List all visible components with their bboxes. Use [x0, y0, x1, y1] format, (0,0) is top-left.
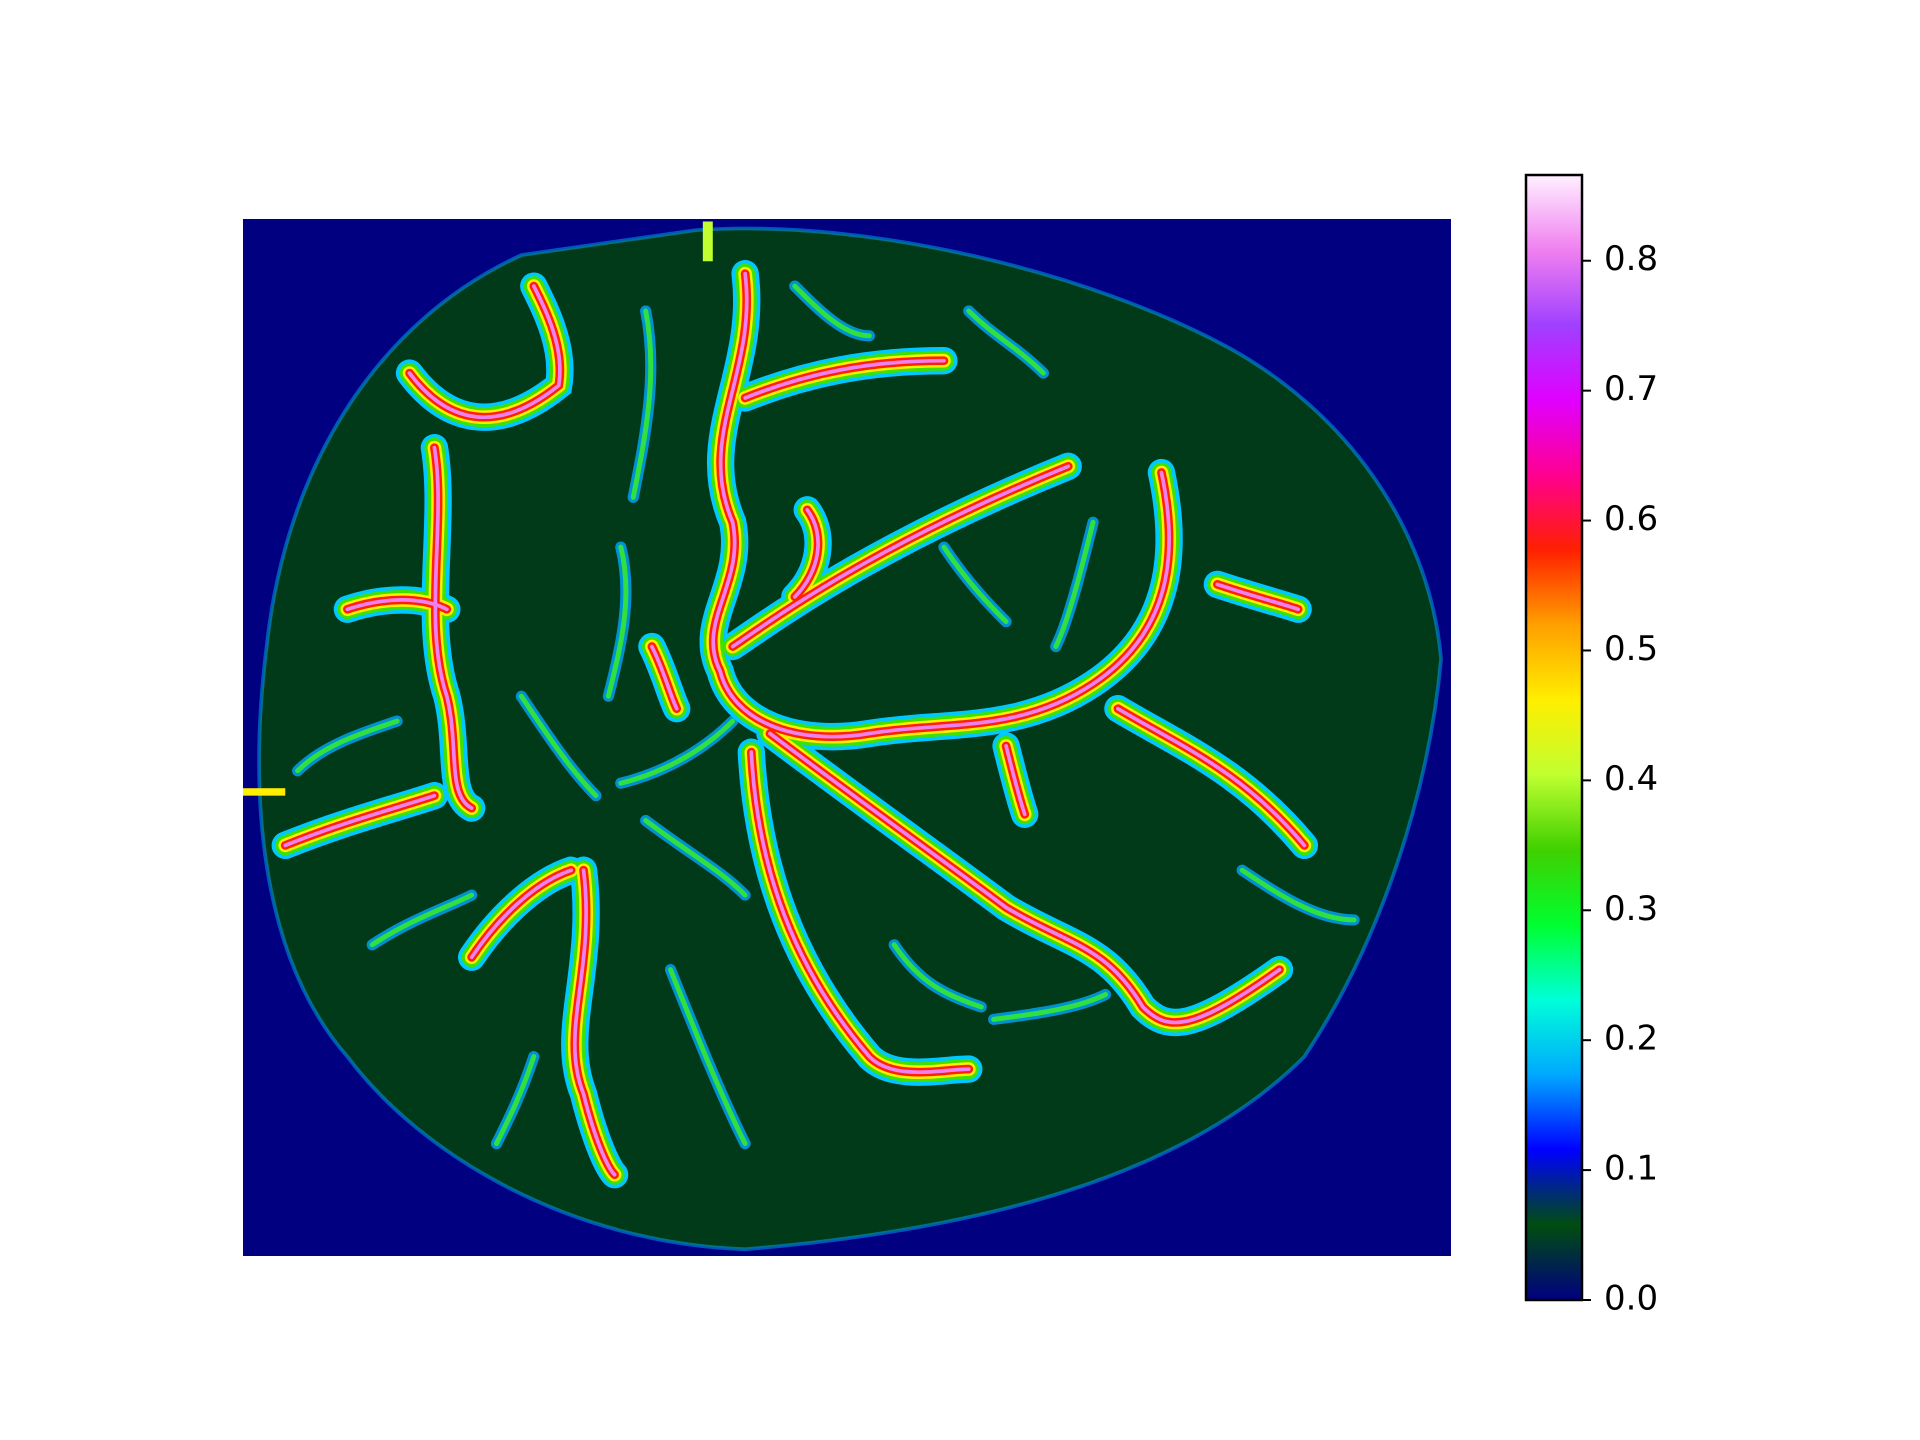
- vessel-minor: [295, 718, 400, 774]
- vessel: [283, 793, 437, 848]
- edge-artifact: [702, 221, 713, 262]
- vessel-minor: [792, 283, 872, 339]
- vessel: [749, 750, 971, 1074]
- colorbar-tick-label: 0.0: [1604, 1279, 1658, 1319]
- vessel: [1004, 744, 1027, 817]
- vessel: [792, 507, 820, 599]
- vessel: [1215, 582, 1301, 612]
- colorbar-tick-label: 0.7: [1604, 369, 1658, 409]
- colorbar-tick-label: 0.4: [1604, 759, 1658, 799]
- vessel: [768, 731, 1282, 1025]
- vessel-layer: [243, 221, 1443, 1252]
- vessel-minor: [1239, 867, 1357, 923]
- vessel-minor: [891, 942, 984, 1010]
- vessel: [345, 598, 449, 612]
- vessel-minor: [941, 544, 1009, 625]
- heatmap-image: [243, 219, 1451, 1256]
- vessel-minor: [643, 818, 748, 898]
- colorbar-tick-label: 0.8: [1604, 239, 1658, 279]
- vessel-minor: [618, 718, 736, 786]
- vessel: [572, 868, 617, 1177]
- vessel-minor: [518, 693, 599, 799]
- vessel: [469, 868, 573, 960]
- edge-artifact: [243, 788, 286, 796]
- colorbar-tick-label: 0.3: [1604, 889, 1658, 929]
- colorbar-tick-label: 0.5: [1604, 629, 1658, 669]
- vessel-minor: [668, 967, 748, 1147]
- vessel: [1116, 706, 1307, 848]
- vessel-minor: [966, 308, 1046, 376]
- colorbar-tick-label: 0.1: [1604, 1149, 1658, 1189]
- vessel-minor: [630, 308, 654, 500]
- colorbar: [1524, 173, 1584, 1302]
- vessel-minor: [1053, 519, 1096, 650]
- vessel-minor: [605, 544, 629, 699]
- vessel-minor: [991, 992, 1108, 1022]
- vessel: [432, 445, 474, 810]
- vessel: [650, 644, 679, 711]
- vessels: [271, 260, 1360, 1189]
- vessel: [743, 358, 946, 400]
- vessel: [711, 271, 1171, 739]
- vessel-minor: [494, 1054, 537, 1147]
- colorbar-tick-label: 0.2: [1604, 1019, 1658, 1059]
- vessel: [407, 284, 562, 420]
- colorbar-tick-label: 0.6: [1604, 499, 1658, 539]
- vessel: [730, 464, 1071, 649]
- vessel-minor: [369, 892, 475, 948]
